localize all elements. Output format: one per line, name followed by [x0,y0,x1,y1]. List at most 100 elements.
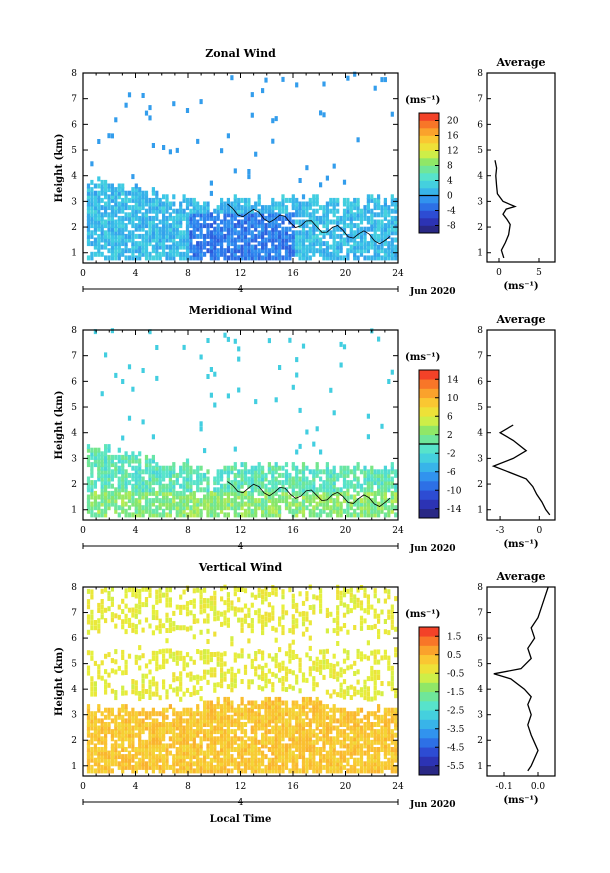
heatmap-cell [254,656,258,662]
heatmap-cell [144,251,149,257]
heatmap-cell [114,690,118,695]
heatmap-cell [165,612,169,618]
heatmap-cell [363,505,367,511]
heatmap-cell [134,718,138,724]
heatmap-cell [182,483,186,489]
heatmap-cell [124,469,128,475]
heatmap-cell [315,462,319,468]
heatmap-cell [131,743,135,749]
heatmap-cell [144,617,149,623]
heatmap-cell [107,768,111,774]
heatmap-cell [151,215,155,221]
heatmap-cell [394,244,398,250]
heatmap-cell [332,501,336,507]
heatmap-cell [274,761,278,767]
heatmap-cell [240,707,244,713]
heatmap-cell [233,707,237,713]
heatmap-cell [373,237,377,243]
heatmap-cell [325,729,329,735]
heatmap-cell [182,237,186,243]
heatmap-cell [90,251,94,257]
heatmap-cell [131,458,135,464]
heatmap-cell [117,665,121,671]
heatmap-cell [185,458,190,464]
heatmap-cell [359,625,364,631]
heatmap-cell [247,197,251,203]
heatmap-cell [196,754,200,760]
colorbar-swatch [419,388,439,399]
heatmap-cell [250,498,254,504]
heatmap-cell [383,707,387,713]
heatmap-cell [332,663,336,669]
heatmap-cell [308,201,312,207]
heatmap-cell [223,212,227,218]
heatmap-cell [322,729,326,735]
heatmap-cell [315,656,319,662]
heatmap-cell [305,237,309,243]
heatmap-cell [284,687,289,692]
heatmap-cell [179,251,183,257]
heatmap-cell [243,743,248,749]
heatmap-cell [127,587,132,593]
heatmap-cell [189,676,193,682]
heatmap-cell [250,483,254,489]
heatmap-cell [182,655,186,661]
heatmap-cell [373,244,377,250]
heatmap-cell [247,212,251,218]
heatmap-cell [237,494,241,500]
heatmap-cell [247,248,251,254]
heatmap-cell [353,714,357,720]
heatmap-cell [138,655,142,661]
heatmap-cell [240,743,244,749]
heatmap-cell [172,621,176,627]
heatmap-cell [206,714,210,720]
heatmap-cell [90,255,94,261]
heatmap-cell [366,676,370,682]
heatmap-cell [189,714,193,720]
heatmap-cell [366,604,370,610]
heatmap-cell [349,597,353,603]
heatmap-cell [97,241,101,247]
heatmap-cell [162,233,166,239]
heatmap-cell [363,725,367,731]
heatmap-cell [192,722,196,727]
heatmap-cell [114,223,118,229]
heatmap-cell [138,197,142,203]
heatmap-cell [131,215,135,221]
heatmap-cell [196,704,200,710]
heatmap-cell [312,594,316,600]
heatmap-cell [162,226,166,232]
heatmap-cell [182,739,186,745]
heatmap-cell [110,498,114,504]
heatmap-cell [329,233,333,239]
heatmap-cell [182,589,186,595]
heatmap-cell [148,329,152,335]
heatmap-cell [240,212,244,218]
heatmap-cell [93,711,97,717]
heatmap-cell [291,614,295,620]
heatmap-cell [117,722,121,727]
heatmap-cell [213,729,217,735]
heatmap-cell [192,659,196,665]
heatmap-cell [370,476,374,482]
heatmap-cell [134,659,138,665]
heatmap-cell [203,722,207,727]
heatmap-cell [223,332,227,338]
heatmap-cell [90,194,94,200]
heatmap-cell [370,676,374,682]
heatmap-cell [189,610,193,616]
heatmap-cell [189,197,193,203]
heatmap-cell [339,729,343,735]
heatmap-cell [220,248,224,254]
heatmap-cell [192,768,196,774]
heatmap-cell [148,237,152,243]
heatmap-cell [370,490,374,496]
heatmap-cell [274,768,278,774]
x-tick-label: 12 [235,526,246,536]
heatmap-cell [274,700,278,706]
heatmap-cell [305,223,309,229]
heatmap-cell [216,469,220,475]
heatmap-cell [216,251,220,257]
heatmap-cell [322,508,326,514]
heatmap-cell [220,487,224,493]
